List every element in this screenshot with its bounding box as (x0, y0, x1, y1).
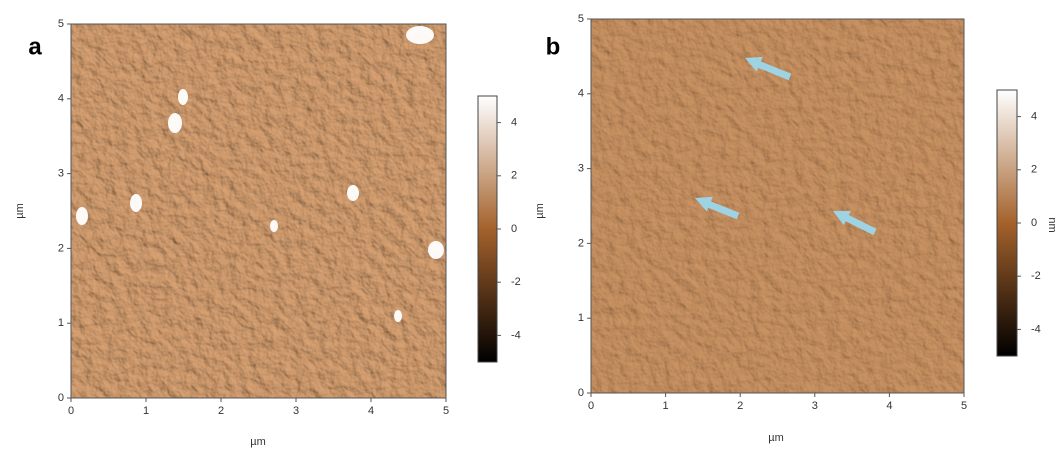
colorbar-label: nm (1046, 217, 1058, 232)
bright-feature (270, 220, 278, 232)
afm-image-texture (71, 24, 446, 398)
colorbar-tick-label: 0 (511, 223, 517, 235)
bright-feature (394, 310, 402, 322)
x-tick-label: 3 (812, 400, 818, 412)
x-tick-label: 5 (961, 400, 967, 412)
panel-label: b (546, 33, 561, 60)
panel-label: a (28, 33, 42, 60)
bright-feature (406, 26, 434, 44)
x-tick-label: 0 (68, 405, 74, 417)
x-axis-label: µm (768, 432, 784, 444)
colorbar (997, 90, 1017, 356)
y-tick-label: 4 (58, 93, 64, 105)
colorbar-tick-label: 2 (1031, 164, 1037, 176)
colorbar-tick-label: -2 (511, 276, 521, 288)
x-tick-label: 2 (737, 400, 743, 412)
y-tick-label: 3 (58, 168, 64, 180)
y-tick-label: 0 (58, 392, 64, 404)
x-tick-label: 0 (588, 400, 594, 412)
y-tick-label: 5 (58, 18, 64, 30)
colorbar-tick-label: -2 (1031, 270, 1041, 282)
y-tick-label: 3 (578, 163, 584, 175)
y-tick-label: 5 (578, 13, 584, 25)
bright-feature (428, 241, 444, 259)
x-tick-label: 1 (143, 405, 149, 417)
x-tick-label: 1 (663, 400, 669, 412)
bright-feature (178, 89, 188, 105)
bright-feature (347, 185, 359, 201)
x-tick-label: 5 (443, 405, 449, 417)
x-tick-label: 2 (218, 405, 224, 417)
colorbar-tick-label: 4 (1031, 111, 1037, 123)
colorbar-tick-label: 4 (511, 117, 517, 129)
colorbar-tick-label: 0 (1031, 217, 1037, 229)
figure: a 0 1 2 3 4 5 0 1 2 3 4 5 µm µm 4 2 0 -2 -4 b 0 1 2 3 4 5 0 1 2 3 4 5 µm µ… (0, 0, 1061, 449)
colorbar (478, 96, 497, 362)
x-tick-label: 3 (293, 405, 299, 417)
y-axis-label: µm (14, 203, 26, 219)
bright-feature (130, 194, 142, 212)
bright-feature (76, 207, 88, 225)
y-tick-label: 1 (58, 317, 64, 329)
x-tick-label: 4 (368, 405, 374, 417)
y-tick-label: 2 (578, 237, 584, 249)
y-axis-label: µm (534, 203, 546, 219)
colorbar-tick-label: -4 (511, 329, 521, 341)
x-tick-label: 4 (886, 400, 892, 412)
y-tick-label: 1 (578, 312, 584, 324)
colorbar-tick-label: 2 (511, 170, 517, 182)
x-axis-label: µm (250, 436, 266, 448)
colorbar-tick-label: -4 (1031, 323, 1041, 335)
y-tick-label: 2 (58, 242, 64, 254)
bright-feature (168, 113, 182, 133)
y-tick-label: 4 (578, 88, 584, 100)
y-tick-label: 0 (578, 387, 584, 399)
